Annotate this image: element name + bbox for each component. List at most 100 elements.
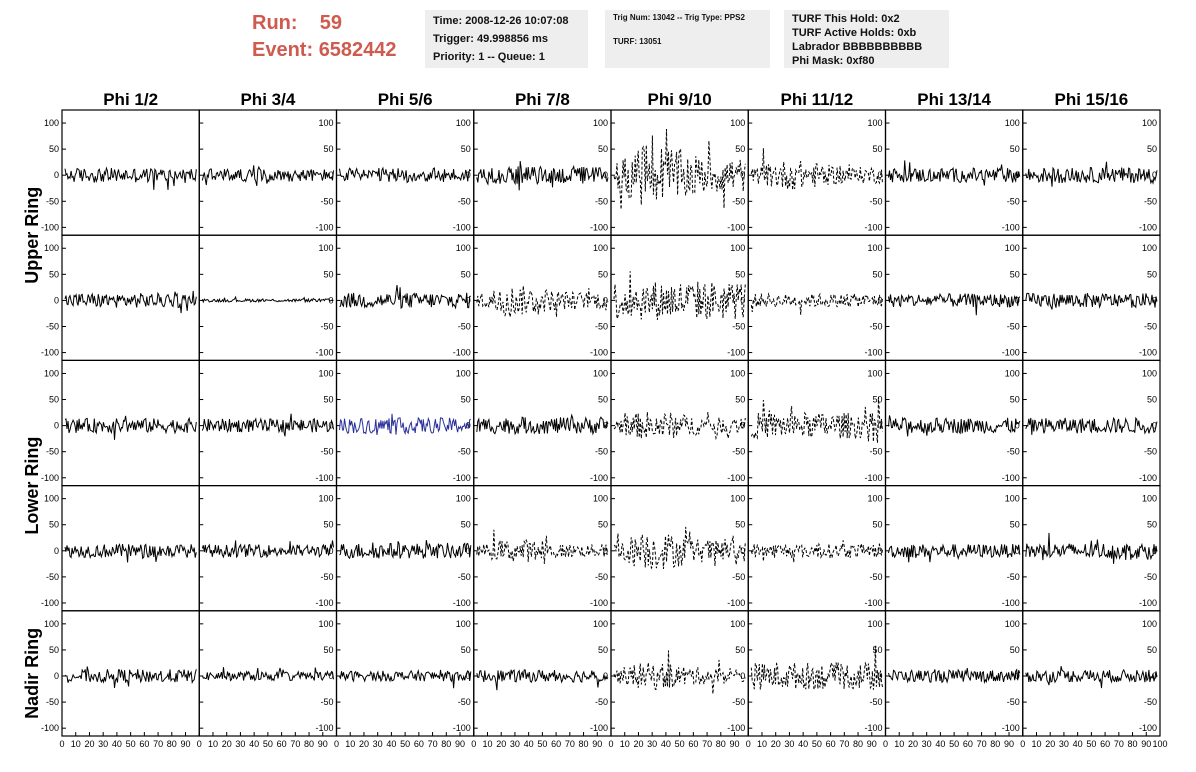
y-tick-label: -50	[595, 196, 608, 206]
x-tick-label: 50	[400, 739, 410, 749]
waveform-trace	[201, 165, 334, 187]
y-tick-label: -100	[1002, 598, 1020, 608]
y-tick-label: -50	[732, 321, 745, 331]
column-header: Phi 7/8	[515, 90, 570, 109]
waveform-trace	[888, 292, 1021, 316]
y-tick-label: 0	[740, 546, 745, 556]
x-tick-label: 80	[579, 739, 589, 749]
column-header: Phi 9/10	[647, 90, 711, 109]
event-label: Event:	[252, 39, 314, 61]
row-label: Nadir Ring	[22, 628, 42, 719]
y-tick-label: 50	[461, 144, 471, 154]
y-tick-label: 100	[456, 118, 471, 128]
y-tick-label: -100	[453, 222, 471, 232]
x-tick-label: 40	[524, 739, 534, 749]
y-tick-label: 0	[466, 295, 471, 305]
y-tick-label: -100	[315, 348, 333, 358]
x-tick-label: 40	[249, 739, 259, 749]
y-tick-label: -100	[41, 723, 59, 733]
y-tick-label: 0	[54, 671, 59, 681]
waveform-trace	[476, 413, 609, 436]
y-tick-label: 0	[54, 295, 59, 305]
x-tick-label: 30	[647, 739, 657, 749]
panel-frame	[61, 485, 200, 612]
y-tick-label: 50	[872, 645, 882, 655]
y-tick-label: -50	[320, 572, 333, 582]
waveform-trace	[201, 667, 334, 682]
waveform-trace	[339, 166, 472, 184]
x-tick-label: 70	[153, 739, 163, 749]
y-tick-label: -50	[46, 697, 59, 707]
waveform-trace	[613, 128, 746, 210]
y-tick-label: 100	[456, 368, 471, 378]
y-tick-label: -50	[595, 697, 608, 707]
y-tick-label: -100	[590, 348, 608, 358]
x-tick-label: 80	[304, 739, 314, 749]
panel-frame	[335, 359, 475, 487]
y-tick-label: -100	[590, 723, 608, 733]
y-tick-label: 50	[323, 395, 333, 405]
y-tick-label: -100	[453, 348, 471, 358]
y-tick-label: -100	[590, 473, 608, 483]
x-tick-label: 70	[702, 739, 712, 749]
waveform-trace	[64, 543, 197, 563]
y-tick-label: 100	[593, 368, 608, 378]
y-tick-label: 100	[867, 368, 882, 378]
y-tick-label: -100	[315, 723, 333, 733]
y-tick-label: 100	[44, 494, 59, 504]
waveform-trace	[476, 669, 609, 691]
x-tick-label: 50	[537, 739, 547, 749]
y-tick-label: -50	[869, 447, 882, 457]
y-tick-label: -100	[1139, 348, 1157, 358]
y-tick-label: -50	[732, 196, 745, 206]
y-tick-label: 0	[877, 170, 882, 180]
y-tick-label: -100	[864, 598, 882, 608]
y-tick-label: 0	[1152, 671, 1157, 681]
x-tick-label: 20	[1045, 739, 1055, 749]
y-tick-label: 50	[49, 144, 59, 154]
x-tick-label: 60	[277, 739, 287, 749]
y-tick-label: 100	[318, 118, 333, 128]
y-tick-label: -100	[1002, 473, 1020, 483]
x-tick-label: 60	[1100, 739, 1110, 749]
y-tick-label: -50	[595, 321, 608, 331]
y-tick-label: -50	[1007, 697, 1020, 707]
x-tick-label: 90	[592, 739, 602, 749]
y-tick-label: 100	[44, 368, 59, 378]
y-tick-label: 50	[872, 269, 882, 279]
panel-frame	[198, 234, 338, 361]
y-tick-label: -50	[1144, 196, 1157, 206]
x-tick-label: 60	[826, 739, 836, 749]
y-tick-label: 100	[867, 243, 882, 253]
y-tick-label: 50	[1010, 395, 1020, 405]
y-tick-label: -100	[1139, 473, 1157, 483]
y-tick-label: 100	[1005, 619, 1020, 629]
waveform-trace	[613, 411, 746, 441]
run-label: Run:	[252, 12, 298, 34]
waveform-trace	[64, 666, 197, 688]
y-tick-label: 100	[1005, 368, 1020, 378]
y-tick-label: 100	[867, 118, 882, 128]
y-tick-label: 0	[54, 421, 59, 431]
y-tick-label: 50	[1010, 645, 1020, 655]
waveform-trace	[476, 161, 609, 191]
y-tick-label: -50	[1144, 321, 1157, 331]
y-tick-label: 100	[867, 494, 882, 504]
y-tick-label: -50	[869, 321, 882, 331]
x-tick-label: 20	[908, 739, 918, 749]
y-tick-label: -50	[320, 321, 333, 331]
x-tick-label: 20	[771, 739, 781, 749]
y-tick-label: -50	[869, 572, 882, 582]
waveform-trace	[888, 415, 1021, 437]
y-tick-label: -100	[41, 598, 59, 608]
y-tick-label: 100	[867, 619, 882, 629]
x-tick-label: 70	[1114, 739, 1124, 749]
waveform-trace	[476, 285, 609, 318]
y-tick-label: -100	[453, 723, 471, 733]
y-tick-label: 0	[328, 170, 333, 180]
y-tick-label: 0	[1015, 421, 1020, 431]
y-tick-label: -50	[46, 572, 59, 582]
y-tick-label: -50	[732, 572, 745, 582]
x-tick-label: 50	[675, 739, 685, 749]
panel-frame	[747, 109, 887, 236]
